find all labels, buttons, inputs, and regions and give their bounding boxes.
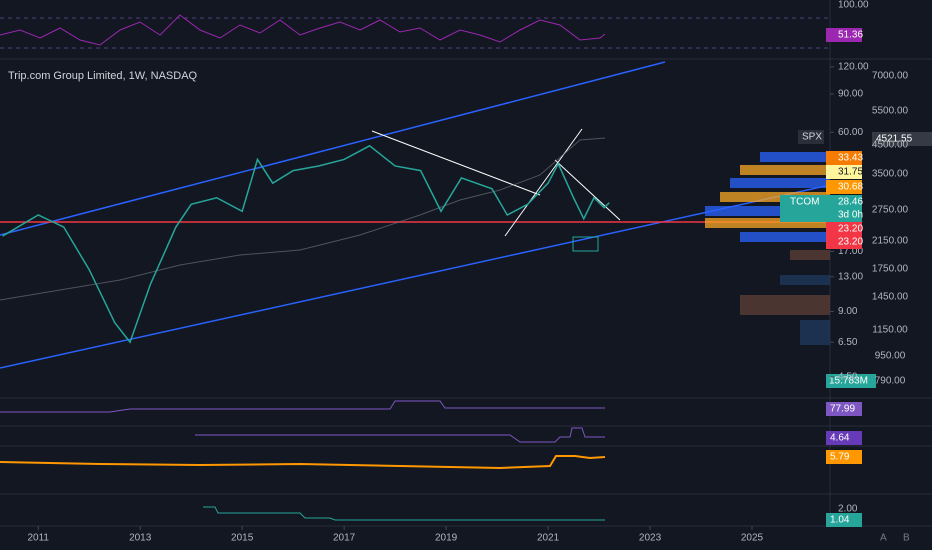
indicator-value: 5.79 [830, 452, 850, 463]
lower-axis-label: 2.00 [838, 504, 858, 515]
y-tick-label: 4.50 [838, 372, 858, 383]
indicator-badge [826, 450, 862, 464]
rsi-badge [826, 28, 862, 42]
spx-line [0, 137, 606, 301]
price-badge [826, 151, 862, 165]
y-tick-label: 60.00 [838, 127, 863, 138]
price-badge [826, 165, 862, 179]
volume-badge [826, 374, 876, 388]
spx-axis-label: 2150.00 [872, 236, 909, 247]
tcom-last: 28.46 [838, 197, 863, 208]
x-tick-label: 2011 [27, 533, 49, 544]
volume-value: 15.783M [829, 376, 868, 387]
x-tick-label: 2019 [435, 533, 458, 544]
spx-axis-label: 790.00 [875, 376, 906, 387]
price-badge [826, 180, 862, 194]
spx-last: 4521.55 [876, 134, 913, 145]
indicator-value: 77.99 [830, 404, 855, 415]
spx-axis-label: 2750.00 [872, 205, 909, 216]
spx-axis-label: 3500.00 [872, 169, 909, 180]
indicator-line [0, 455, 606, 470]
y-tick-label: 90.00 [838, 89, 863, 100]
price-line [2, 144, 610, 344]
spx-axis-label: 7000.00 [872, 71, 909, 82]
x-tick-label: 2023 [639, 533, 662, 544]
rsi-line [0, 14, 606, 46]
price-badge-label: 23.20 [838, 224, 863, 235]
spx-axis-label: 1150.00 [872, 325, 908, 336]
x-tick-label: 2021 [537, 533, 560, 544]
indicator-line [195, 427, 605, 443]
x-tick-label: 2013 [129, 533, 152, 544]
spx-axis-label: 4500.00 [872, 140, 909, 151]
target-box [572, 236, 599, 252]
y-tick-label: 120.00 [838, 61, 869, 72]
volume-profile [705, 152, 830, 345]
channel-lower [0, 184, 831, 369]
scale-button[interactable]: A [880, 533, 887, 544]
trendline [504, 128, 583, 237]
y-tick-label: 13.00 [838, 271, 863, 282]
indicator-value: 4.64 [830, 433, 850, 444]
tcom-countdown: 3d 0h [838, 210, 863, 221]
price-badge-label: 31.75 [838, 167, 863, 178]
indicator-line [0, 400, 605, 413]
trendline [554, 159, 621, 221]
indicator-line [203, 506, 605, 521]
spx-tag [798, 130, 824, 144]
tcom-symbol: TCOM [790, 197, 819, 208]
x-tick-label: 2025 [741, 533, 764, 544]
price-badge-label: 23.20 [838, 237, 863, 248]
tcom-badge [780, 195, 862, 222]
price-badge-label: 33.43 [838, 153, 863, 164]
spx-axis-label: 950.00 [875, 351, 906, 362]
y-tick-label: 6.50 [838, 337, 858, 348]
price-badge [826, 235, 862, 249]
indicator-badge [826, 402, 862, 416]
spx-axis-label: 1450.00 [872, 292, 909, 303]
rsi-value: 51.36 [838, 30, 863, 41]
indicator-value: 1.04 [830, 515, 850, 526]
y-tick-label: 17.00 [838, 246, 863, 257]
indicator-badge [826, 431, 862, 445]
spx-last-badge [872, 132, 932, 146]
spx-symbol: SPX [802, 132, 822, 143]
spx-axis-label: 5500.00 [872, 106, 909, 117]
x-tick-label: 2017 [333, 533, 356, 544]
channel-upper [0, 61, 666, 236]
price-badge [826, 222, 862, 236]
trendline [371, 130, 541, 196]
indicator-badge [826, 513, 862, 527]
y-tick-label: 9.00 [838, 306, 858, 317]
spx-axis-label: 1750.00 [872, 264, 909, 275]
rsi-axis-label: 100.00 [838, 0, 869, 11]
chart-title: Trip.com Group Limited, 1W, NASDAQ [8, 70, 198, 82]
price-badge-label: 30.68 [838, 182, 863, 193]
scale-button[interactable]: B [903, 533, 910, 544]
x-tick-label: 2015 [231, 533, 254, 544]
